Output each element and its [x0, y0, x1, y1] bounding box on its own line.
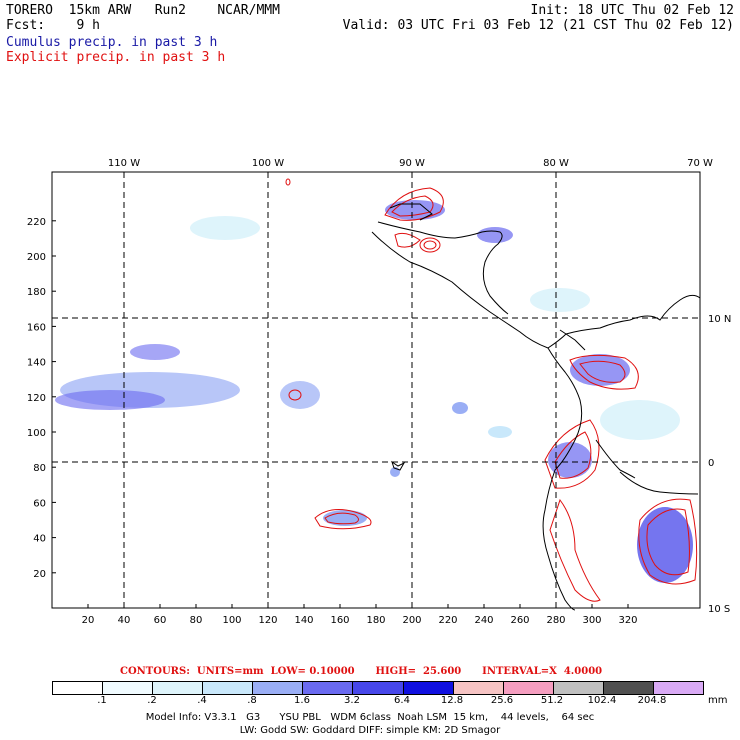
y-tick-label: 40 — [33, 534, 46, 545]
longitude-label: 110 W — [108, 158, 140, 169]
y-tick-label: 180 — [27, 287, 46, 298]
valid-time: Valid: 03 UTC Fri 03 Feb 12 (21 CST Thu … — [342, 18, 734, 33]
longitude-label: 80 W — [543, 158, 569, 169]
colorbar-swatch — [453, 682, 504, 694]
y-tick-label: 80 — [33, 463, 46, 474]
field-label-cumulus: Cumulus precip. in past 3 h — [6, 35, 218, 50]
x-tick-label: 120 — [258, 615, 277, 626]
x-tick-label: 260 — [510, 615, 529, 626]
colorbar — [52, 681, 704, 695]
colorbar-label: 12.8 — [440, 695, 464, 706]
field-label-explicit: Explicit precip. in past 3 h — [6, 50, 226, 65]
coastlines — [371, 203, 701, 611]
longitude-label: 100 W — [252, 158, 284, 169]
cumulus-precip-areas — [55, 200, 693, 583]
x-tick-label: 180 — [366, 615, 385, 626]
y-tick-label: 120 — [27, 393, 46, 404]
y-tick-label: 100 — [27, 428, 46, 439]
x-tick-label: 200 — [402, 615, 421, 626]
contour-legend: CONTOURS: UNITS=mm LOW= 0.10000 HIGH= 25… — [120, 666, 603, 677]
colorbar-swatch — [603, 682, 654, 694]
longitude-label: 70 W — [687, 158, 713, 169]
colorbar-label: .8 — [247, 695, 257, 706]
colorbar-swatch — [103, 682, 154, 694]
colorbar-unit: mm — [708, 695, 728, 706]
colorbar-swatch — [353, 682, 404, 694]
x-tick-label: 60 — [154, 615, 167, 626]
colorbar-label: 6.4 — [394, 695, 410, 706]
colorbar-swatch — [153, 682, 204, 694]
y-tick-label: 200 — [27, 252, 46, 263]
x-tick-label: 140 — [294, 615, 313, 626]
y-tick-label: 60 — [33, 498, 46, 509]
y-tick-label: 160 — [27, 322, 46, 333]
colorbar-label: 1.6 — [294, 695, 310, 706]
init-time: Init: 18 UTC Thu 02 Feb 12 — [530, 3, 735, 18]
colorbar-label: .1 — [97, 695, 107, 706]
x-tick-label: 40 — [118, 615, 131, 626]
colorbar-swatch — [53, 682, 104, 694]
colorbar-label: 3.2 — [344, 695, 360, 706]
x-axis-ticks: 20 40 60 80 100 120 140 160 180 200 220 240 260 280 30… — [82, 604, 638, 626]
colorbar-label: 51.2 — [540, 695, 564, 706]
model-title: TORERO 15km ARW Run2 NCAR/MMM — [6, 3, 280, 18]
x-tick-label: 20 — [82, 615, 95, 626]
y-axis-ticks: 20 40 60 80 100 120 140 160 180 200 220 — [27, 217, 56, 580]
longitude-labels: 110 W 100 W 90 W 80 W 70 W — [108, 158, 713, 169]
longitude-label: 90 W — [399, 158, 425, 169]
colorbar-label: .2 — [147, 695, 157, 706]
colorbar-label: 102.4 — [587, 695, 617, 706]
x-tick-label: 100 — [222, 615, 241, 626]
colorbar-label: 204.8 — [637, 695, 667, 706]
x-tick-label: 160 — [330, 615, 349, 626]
explicit-precip-contours — [285, 178, 698, 602]
y-tick-label: 140 — [27, 358, 46, 369]
x-tick-label: 320 — [618, 615, 637, 626]
colorbar-label: 25.6 — [490, 695, 514, 706]
colorbar-swatch — [553, 682, 604, 694]
x-tick-label: 80 — [190, 615, 203, 626]
x-tick-label: 240 — [474, 615, 493, 626]
x-tick-label: 300 — [582, 615, 601, 626]
colorbar-label: .4 — [197, 695, 207, 706]
colorbar-swatch — [303, 682, 354, 694]
colorbar-labels: .1 .2 .4 .8 1.6 3.2 6.4 12.8 25.6 51.2 102.4 204.8 — [52, 695, 702, 707]
latitude-label: 0 — [708, 458, 714, 469]
colorbar-swatch — [653, 682, 704, 694]
colorbar-swatch — [253, 682, 304, 694]
lat-lon-grid — [52, 172, 700, 608]
x-tick-label: 220 — [438, 615, 457, 626]
latitude-label: 10 S — [708, 604, 730, 615]
colorbar-swatch — [403, 682, 454, 694]
y-tick-label: 220 — [27, 217, 46, 228]
latitude-labels: 10 N 0 10 S — [708, 314, 731, 615]
x-tick-label: 280 — [546, 615, 565, 626]
latitude-label: 10 N — [708, 314, 731, 325]
y-tick-label: 20 — [33, 569, 46, 580]
physics-info: LW: Godd SW: Goddard DIFF: simple KM: 2D… — [239, 725, 501, 736]
colorbar-swatch — [203, 682, 254, 694]
forecast-hour: Fcst: 9 h — [6, 18, 100, 33]
colorbar-swatch — [503, 682, 554, 694]
model-info: Model Info: V3.3.1 G3 YSU PBL WDM 6class… — [145, 712, 595, 723]
